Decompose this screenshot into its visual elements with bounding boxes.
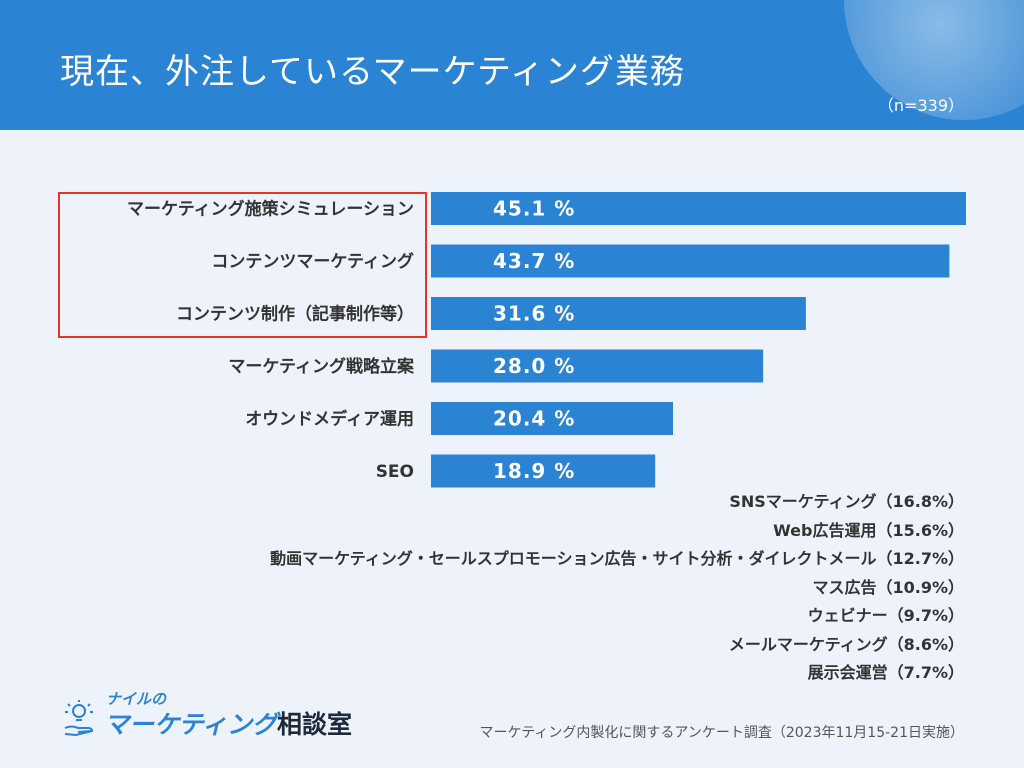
bar-value-label-4: 20.4 % [493, 407, 575, 431]
bar-value-label-2: 31.6 % [493, 302, 575, 326]
bar-value-label-1: 43.7 % [493, 249, 575, 273]
bar-value-label-0: 45.1 % [493, 197, 575, 221]
sample-size: （n=339） [877, 96, 964, 115]
other-item-3: マス広告（10.9%） [812, 577, 964, 597]
other-items-list: SNSマーケティング（16.8%） Web広告運用（15.6%） 動画マーケティング… [270, 488, 964, 688]
bar-3 [431, 349, 764, 383]
highlight-box [58, 192, 427, 338]
bar-5 [431, 454, 656, 488]
bar-value-label-5: 18.9 % [493, 459, 575, 483]
source-note: マーケティング内製化に関するアンケート調査（2023年11月15-21日実施） [479, 725, 964, 741]
logo-title: マーケティング相談室 [104, 705, 352, 741]
logo-title-suffix: 相談室 [277, 710, 353, 739]
bar-0 [431, 192, 966, 225]
category-label-4: オウンドメディア運用 [245, 409, 414, 430]
other-item-4: ウェビナー（9.7%） [807, 606, 964, 625]
page-title: 現在、外注しているマーケティング業務 [60, 52, 685, 92]
other-item-2: 動画マーケティング・セールスプロモーション広告・サイト分析・ダイレクトメール（1… [270, 549, 964, 568]
bar-1 [431, 244, 950, 278]
category-label-1: コンテンツマーケティング [211, 251, 414, 272]
other-item-6: 展示会運営（7.7%） [807, 663, 964, 682]
bar-2 [431, 297, 806, 330]
category-label-5: SEO [376, 462, 414, 482]
other-item-1: Web広告運用（15.6%） [773, 520, 964, 540]
bar-chart: 45.1 % マーケティング施策シミュレーション 43.7 % コンテンツマーケティン… [127, 192, 966, 488]
logo-title-main: マーケティング [104, 710, 278, 739]
category-label-2: コンテンツ制作（記事制作等） [176, 304, 414, 325]
other-item-5: メールマーケティング（8.6%） [728, 634, 964, 654]
category-label-3: マーケティング戦略立案 [228, 356, 415, 377]
bar-value-label-3: 28.0 % [493, 354, 575, 378]
other-item-0: SNSマーケティング（16.8%） [729, 492, 964, 511]
header-banner: 現在、外注しているマーケティング業務 （n=339） [0, 0, 1024, 130]
category-label-0: マーケティング施策シミュレーション [127, 199, 414, 220]
bar-4 [431, 402, 673, 435]
lightbulb-hand-icon [64, 700, 94, 737]
logo-subtitle: ナイルの [106, 690, 167, 708]
